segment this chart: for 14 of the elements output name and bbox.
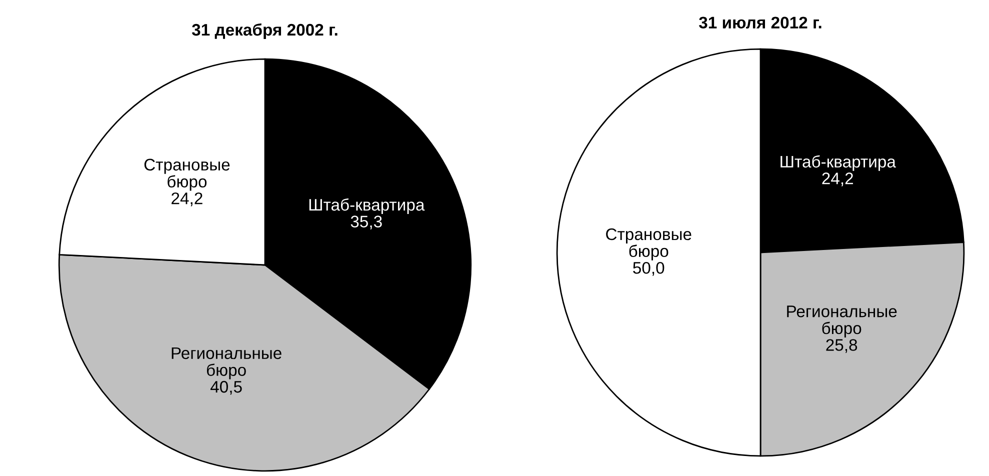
slice-label: Региональные бюро bbox=[787, 306, 897, 338]
data-label: 24,2 bbox=[172, 192, 202, 206]
chart-title: 31 июля 2012 г. bbox=[698, 16, 822, 29]
slice-label: Штаб-квартира bbox=[309, 198, 425, 214]
data-label: 35,3 bbox=[350, 216, 382, 230]
slice-label: Штаб-квартира bbox=[780, 155, 896, 171]
slice-label: Страновые бюро bbox=[144, 158, 230, 191]
data-label: 24,2 bbox=[822, 172, 853, 186]
data-label: 50,0 bbox=[633, 262, 664, 276]
slice-label: Региональные бюро bbox=[172, 347, 282, 380]
data-label: 25,8 bbox=[826, 339, 858, 353]
slice-label: Страновые бюро bbox=[606, 228, 692, 260]
chart-title: 31 декабря 2002 г. bbox=[192, 23, 338, 40]
data-label: 40,5 bbox=[210, 380, 242, 395]
